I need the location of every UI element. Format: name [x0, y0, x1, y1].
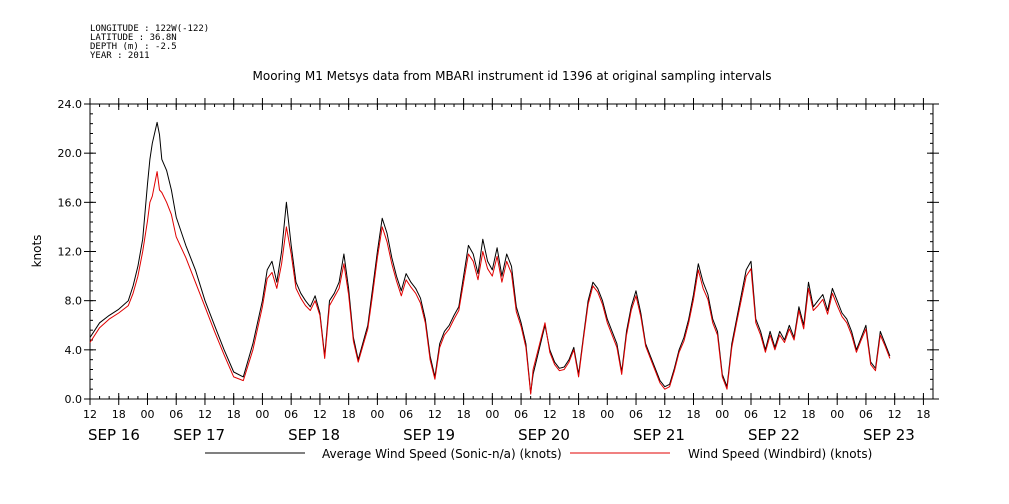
legend-label-sonic: Average Wind Speed (Sonic-n/a) (knots): [322, 447, 562, 461]
x-hour-label: 06: [514, 408, 528, 421]
x-axis: 12 18 00 06 12 18 00 06 12 18 00 06 12 18 00 06 12 18 00 06…: [83, 98, 930, 444]
x-hour-label: 12: [428, 408, 442, 421]
series-line-sonic: [89, 121, 891, 394]
plot-border: [89, 103, 934, 400]
legend: Average Wind Speed (Sonic-n/a) (knots) W…: [205, 447, 872, 461]
chart-title: Mooring M1 Metsys data from MBARI instru…: [253, 69, 772, 83]
series-line-windbird: [89, 171, 891, 395]
minor-ticks: [89, 103, 934, 400]
x-day-label: SEP 23: [863, 426, 915, 444]
x-day-label: SEP 17: [173, 426, 225, 444]
x-hour-label: 00: [370, 408, 384, 421]
x-hour-label: 18: [916, 408, 930, 421]
x-hour-label: 18: [342, 408, 356, 421]
x-day-label: SEP 19: [403, 426, 455, 444]
x-hour-label: 12: [198, 408, 212, 421]
x-day-label: SEP 20: [518, 426, 570, 444]
x-hour-label: 12: [888, 408, 902, 421]
x-day-label: SEP 16: [88, 426, 140, 444]
x-hour-label: 12: [773, 408, 787, 421]
x-day-label: SEP 22: [748, 426, 800, 444]
x-hour-label: 18: [112, 408, 126, 421]
y-axis: 0.0 4.0 8.0 12.0 16.0 20.0 24.0: [58, 98, 939, 406]
x-hour-label: 06: [399, 408, 413, 421]
x-hour-label: 06: [169, 408, 183, 421]
x-day-label: SEP 18: [288, 426, 340, 444]
x-hour-label: 00: [255, 408, 269, 421]
x-hour-label: 18: [227, 408, 241, 421]
x-hour-label: 18: [687, 408, 701, 421]
meta-latitude: LATITUDE : 36.8N: [90, 33, 177, 43]
meta-year: YEAR : 2011: [90, 51, 150, 61]
metadata-block: LONGITUDE : 122W(-122) LATITUDE : 36.8N …: [90, 24, 209, 61]
x-hour-label: 12: [658, 408, 672, 421]
meta-longitude: LONGITUDE : 122W(-122): [90, 24, 209, 34]
x-hour-label: 00: [715, 408, 729, 421]
x-hour-label: 06: [744, 408, 758, 421]
y-tick-label: 20.0: [58, 147, 83, 160]
plot-frame: [89, 103, 934, 400]
x-hour-label: 18: [457, 408, 471, 421]
x-hour-label: 12: [313, 408, 327, 421]
x-hour-label: 00: [830, 408, 844, 421]
y-tick-label: 12.0: [58, 246, 83, 259]
x-hour-label: 00: [140, 408, 154, 421]
x-hour-label: 18: [572, 408, 586, 421]
y-axis-label: knots: [30, 235, 44, 268]
x-day-label: SEP 21: [633, 426, 685, 444]
y-tick-label: 4.0: [65, 344, 83, 357]
y-tick-label: 8.0: [65, 295, 83, 308]
x-hour-label: 18: [801, 408, 815, 421]
x-hour-label: 06: [859, 408, 873, 421]
x-hour-label: 12: [83, 408, 97, 421]
legend-label-windbird: Wind Speed (Windbird) (knots): [688, 447, 872, 461]
meta-depth: DEPTH (m) : -2.5: [90, 42, 177, 52]
x-hour-label: 00: [485, 408, 499, 421]
series-layer: [89, 121, 891, 395]
x-hour-label: 12: [543, 408, 557, 421]
x-hour-label: 06: [629, 408, 643, 421]
y-tick-label: 16.0: [58, 196, 83, 209]
y-tick-label: 24.0: [58, 98, 83, 111]
x-hour-label: 06: [284, 408, 298, 421]
x-hour-label: 00: [600, 408, 614, 421]
y-tick-label: 0.0: [65, 393, 83, 406]
